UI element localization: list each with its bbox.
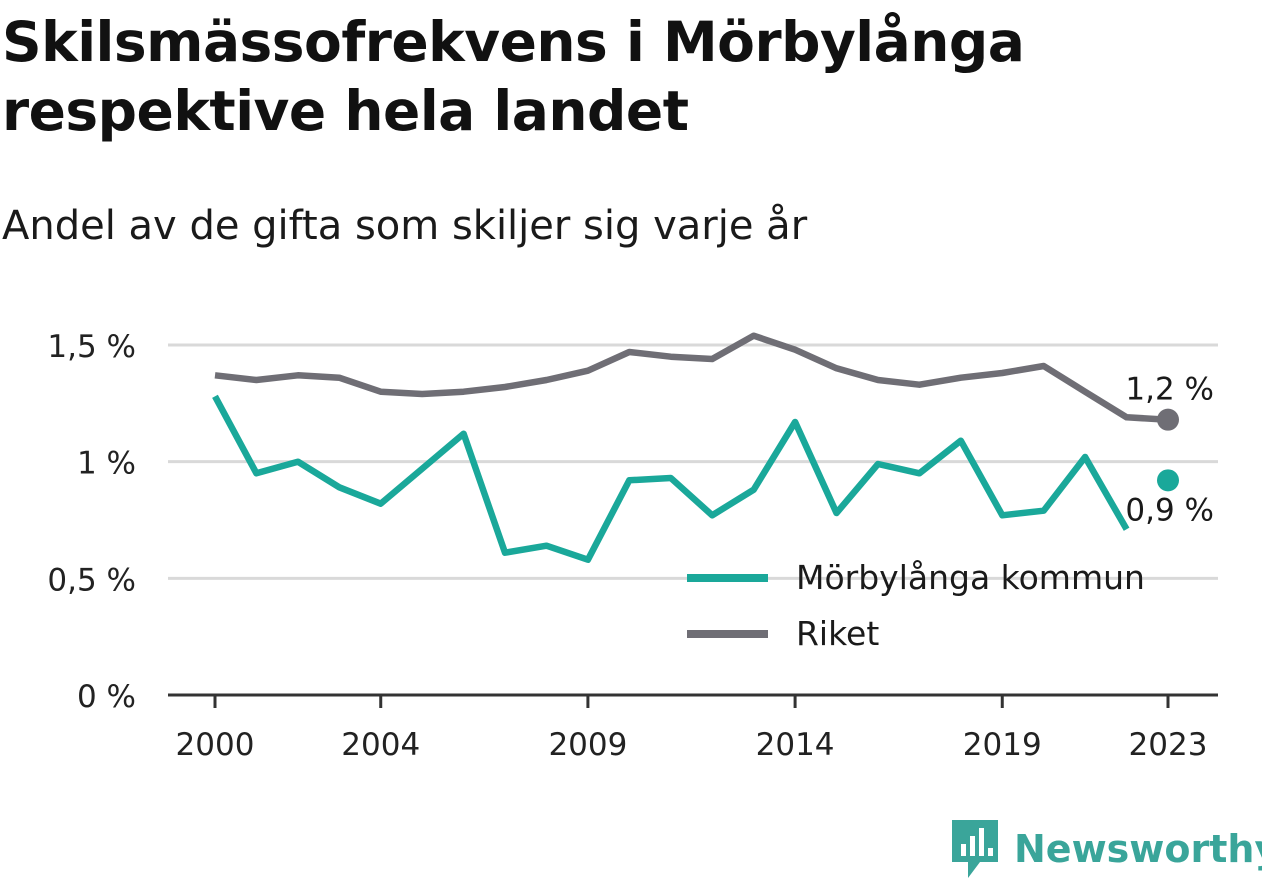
newsworthy-brand: Newsworthy bbox=[950, 818, 1262, 880]
y-tick-label: 1,5 % bbox=[47, 329, 136, 365]
x-tick-label: 2009 bbox=[548, 727, 627, 763]
y-tick-label: 0,5 % bbox=[47, 562, 136, 598]
brand-name: Newsworthy bbox=[1014, 827, 1262, 871]
series-line-2 bbox=[214, 332, 1169, 423]
chart-title: Skilsmässofrekvens i Mörbylånga respekti… bbox=[2, 10, 1025, 143]
x-tick-label: 2023 bbox=[1129, 727, 1208, 763]
end-labels: 0,9 % 1,2 % bbox=[1122, 369, 1217, 532]
x-tick-label: 2004 bbox=[341, 727, 420, 763]
series-end-label-1: 0,9 % bbox=[1125, 492, 1214, 528]
y-axis-labels: 0 % 0,5 % 1 % 1,5 % bbox=[47, 329, 136, 715]
x-tick-label: 2014 bbox=[756, 727, 835, 763]
legend-label: Riket bbox=[796, 614, 879, 653]
x-tick-label: 2000 bbox=[176, 727, 255, 763]
series-line-1 bbox=[212, 394, 1130, 563]
series-end-label-2: 1,2 % bbox=[1125, 372, 1214, 408]
legend: Mörbylånga kommun Riket bbox=[687, 558, 1145, 653]
x-axis: 2000 2004 2009 2014 2019 2023 bbox=[168, 693, 1218, 763]
legend-label: Mörbylånga kommun bbox=[796, 558, 1145, 597]
series-end-marker-1 bbox=[1157, 469, 1179, 492]
x-tick-label: 2019 bbox=[963, 727, 1042, 763]
y-tick-label: 0 % bbox=[77, 679, 136, 715]
y-tick-label: 1 % bbox=[77, 446, 136, 482]
newsworthy-logo-icon bbox=[952, 820, 998, 878]
series-end-marker-2 bbox=[1157, 408, 1179, 431]
chart-subtitle: Andel av de gifta som skiljer sig varje … bbox=[2, 203, 808, 249]
series-lines bbox=[212, 332, 1179, 563]
